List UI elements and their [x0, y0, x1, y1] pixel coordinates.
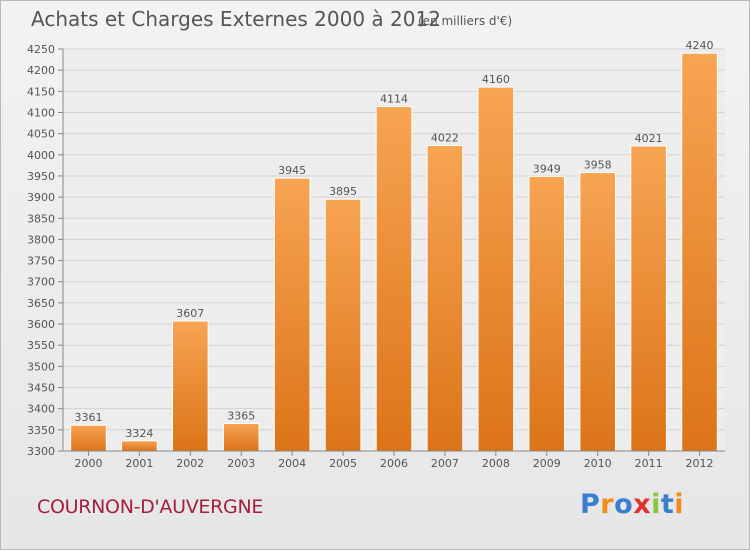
logo-letter: i — [651, 489, 661, 520]
bar — [121, 440, 158, 452]
y-tick-label: 3450 — [27, 382, 55, 395]
data-label: 3324 — [125, 427, 153, 440]
proxiti-logo: Proxiti — [580, 489, 684, 520]
bar — [477, 86, 515, 452]
x-tick-label: 2002 — [176, 457, 204, 470]
y-tick-label: 3400 — [27, 403, 55, 416]
logo-letter: P — [580, 489, 601, 520]
x-tick-label: 2008 — [482, 457, 510, 470]
x-tick-label: 2012 — [686, 457, 714, 470]
bar — [630, 145, 667, 452]
logo-letter: r — [600, 489, 615, 520]
bar — [426, 144, 464, 452]
data-label: 3607 — [176, 307, 204, 320]
y-tick-label: 3350 — [27, 424, 55, 437]
data-label: 3949 — [533, 162, 561, 175]
y-tick-label: 3600 — [27, 318, 55, 331]
bar — [70, 424, 107, 452]
data-label: 3895 — [329, 185, 357, 198]
y-tick-label: 3550 — [27, 339, 55, 352]
bars — [70, 52, 718, 452]
bar — [528, 175, 566, 452]
x-tick-label: 2000 — [74, 457, 102, 470]
y-tick-label: 4250 — [27, 43, 55, 56]
x-tick-label: 2004 — [278, 457, 306, 470]
y-tick-label: 4150 — [27, 85, 55, 98]
data-label: 4021 — [635, 132, 663, 145]
y-tick-label: 3650 — [27, 297, 55, 310]
logo-letter: x — [633, 489, 652, 520]
bar — [273, 177, 311, 452]
y-tick-label: 4200 — [27, 64, 55, 77]
y-tick-label: 3500 — [27, 360, 55, 373]
data-label: 4160 — [482, 73, 510, 86]
x-tick-label: 2007 — [431, 457, 459, 470]
chart-title: Achats et Charges Externes 2000 à 2012 — [31, 7, 441, 31]
data-label: 3361 — [74, 411, 102, 424]
x-tick-label: 2005 — [329, 457, 357, 470]
x-tick-label: 2001 — [125, 457, 153, 470]
chart-subtitle: (en milliers d'€) — [418, 14, 513, 28]
y-tick-label: 3900 — [27, 191, 55, 204]
data-label: 4022 — [431, 131, 459, 144]
y-tick-label: 3950 — [27, 170, 55, 183]
place-name: COURNON-D'AUVERGNE — [37, 496, 264, 518]
data-label: 3365 — [227, 409, 255, 422]
x-tick-label: 2003 — [227, 457, 255, 470]
bar — [375, 106, 413, 452]
bar — [171, 320, 209, 452]
data-label: 4240 — [686, 39, 714, 52]
bar — [579, 172, 617, 452]
x-tick-label: 2011 — [635, 457, 663, 470]
y-tick-label: 4100 — [27, 106, 55, 119]
x-tick-label: 2009 — [533, 457, 561, 470]
data-label: 4114 — [380, 93, 408, 106]
labels: 3300 3350 3400 3450 3500 3550 3600 3650 3700 3750… — [27, 39, 714, 470]
bar — [222, 422, 260, 452]
logo-letter: i — [674, 489, 685, 520]
logo-letter: t — [660, 489, 675, 520]
data-label: 3958 — [584, 159, 612, 172]
data-label: 3945 — [278, 164, 306, 177]
y-tick-label: 3300 — [27, 445, 55, 458]
y-tick-label: 3750 — [27, 255, 55, 268]
bar — [681, 52, 718, 452]
logo-letter: o — [614, 489, 634, 520]
y-tick-label: 3850 — [27, 212, 55, 225]
y-tick-label: 4000 — [27, 149, 55, 162]
x-tick-label: 2010 — [584, 457, 612, 470]
y-tick-label: 3700 — [27, 276, 55, 289]
y-tick-label: 4050 — [27, 128, 55, 141]
bar — [324, 198, 362, 452]
x-tick-label: 2006 — [380, 457, 408, 470]
axes — [58, 48, 725, 456]
y-tick-label: 3800 — [27, 233, 55, 246]
